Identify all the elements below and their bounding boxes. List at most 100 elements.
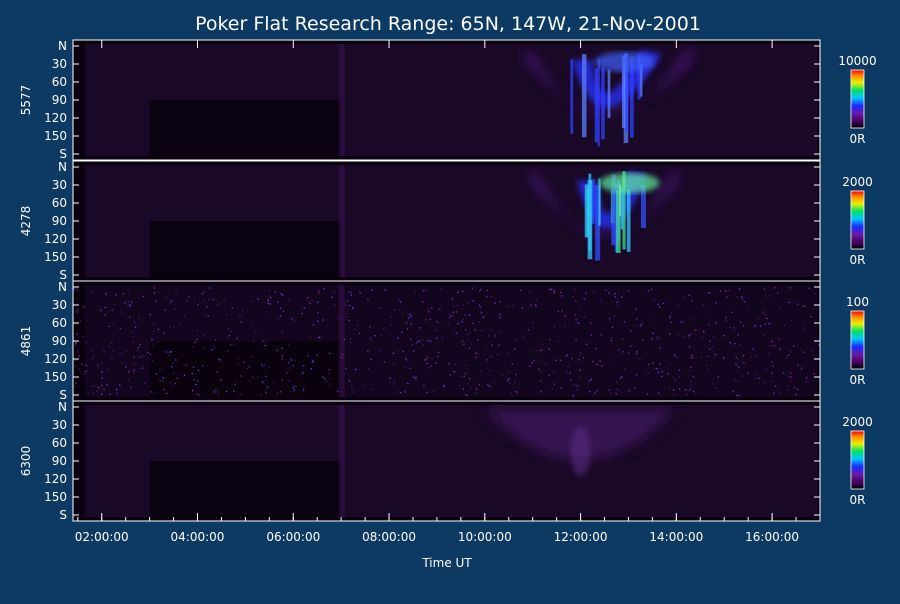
y-tick-label: 60 (52, 316, 67, 330)
speckle-dot (370, 339, 372, 341)
speckle-dot (183, 374, 186, 376)
speckle-dot (427, 340, 429, 342)
speckle-dot (409, 314, 411, 316)
speckle-dot (735, 356, 737, 359)
speckle-dot (801, 349, 803, 351)
speckle-dot (754, 324, 756, 327)
speckle-dot (818, 344, 820, 346)
speckle-dot (203, 300, 205, 302)
speckle-dot (579, 369, 582, 371)
speckle-dot (104, 306, 106, 309)
speckle-dot (354, 368, 357, 371)
speckle-dot (657, 303, 659, 306)
speckle-dot (658, 337, 660, 339)
speckle-dot (169, 382, 171, 384)
speckle-dot (113, 303, 116, 306)
speckle-dot (535, 350, 537, 352)
speckle-dot (787, 354, 790, 356)
speckle-dot (478, 304, 481, 306)
speckle-dot (317, 289, 320, 291)
speckle-dot (414, 290, 416, 292)
speckle-dot (656, 367, 658, 370)
speckle-dot (439, 322, 441, 324)
panel-feature (484, 409, 677, 476)
speckle-dot (743, 325, 745, 327)
speckle-dot (147, 351, 149, 354)
speckle-dot (76, 288, 78, 291)
speckle-dot (548, 374, 550, 376)
speckle-dot (195, 383, 197, 386)
speckle-dot (534, 303, 537, 306)
speckle-dot (422, 289, 425, 292)
speckle-dot (559, 291, 562, 294)
speckle-dot (399, 392, 402, 394)
speckle-dot (175, 290, 177, 292)
speckle-dot (707, 292, 709, 294)
speckle-dot (797, 303, 799, 305)
speckle-dot (206, 306, 208, 308)
speckle-dot (808, 287, 810, 289)
speckle-dot (771, 361, 773, 363)
speckle-dot (676, 356, 678, 359)
speckle-dot (507, 305, 509, 307)
speckle-dot (465, 364, 467, 366)
speckle-dot (123, 302, 126, 304)
speckle-dot (423, 359, 426, 361)
speckle-dot (600, 365, 603, 367)
speckle-dot (569, 372, 571, 374)
speckle-dot (277, 317, 279, 319)
speckle-dot (127, 304, 129, 306)
speckle-dot (225, 390, 228, 393)
speckle-dot (449, 313, 451, 316)
colorbar-min-label: 0R (850, 253, 866, 267)
speckle-dot (479, 288, 481, 291)
speckle-dot (266, 311, 268, 313)
speckle-dot (125, 363, 128, 365)
speckle-dot (348, 380, 351, 382)
speckle-dot (229, 344, 232, 346)
panel-dark-patch (149, 461, 342, 517)
y-tick-label: 120 (44, 232, 67, 246)
speckle-dot (97, 365, 99, 368)
x-tick-label: 04:00:00 (171, 530, 225, 544)
speckle-dot (281, 347, 283, 350)
speckle-dot (220, 379, 222, 381)
speckle-dot (196, 393, 198, 395)
speckle-dot (725, 319, 727, 321)
speckle-dot (404, 357, 406, 359)
feature-streak (591, 179, 595, 225)
speckle-dot (615, 393, 617, 395)
speckle-dot (312, 324, 315, 326)
speckle-dot (345, 313, 348, 315)
y-tick-label: S (59, 147, 67, 161)
speckle-dot (129, 305, 131, 307)
speckle-dot (133, 356, 135, 358)
speckle-dot (708, 348, 711, 350)
speckle-dot (779, 308, 782, 310)
speckle-dot (75, 359, 77, 361)
speckle-dot (76, 333, 78, 335)
speckle-dot (85, 341, 88, 343)
speckle-dot (288, 298, 290, 301)
feature-streak (597, 58, 600, 147)
speckle-dot (116, 389, 118, 391)
speckle-dot (129, 316, 131, 318)
speckle-dot (538, 359, 540, 361)
speckle-dot (777, 292, 779, 294)
speckle-dot (498, 344, 500, 346)
speckle-dot (784, 324, 786, 327)
speckle-dot (150, 391, 152, 393)
speckle-dot (75, 342, 78, 344)
speckle-dot (688, 294, 690, 297)
speckle-dot (595, 347, 597, 350)
speckle-dot (213, 346, 215, 348)
speckle-dot (383, 327, 385, 330)
speckle-dot (81, 363, 83, 365)
speckle-dot (345, 367, 347, 370)
speckle-dot (328, 369, 330, 371)
speckle-dot (692, 319, 694, 321)
speckle-dot (262, 340, 264, 342)
speckle-dot (480, 329, 483, 332)
speckle-dot (689, 389, 691, 391)
speckle-dot (360, 292, 362, 295)
